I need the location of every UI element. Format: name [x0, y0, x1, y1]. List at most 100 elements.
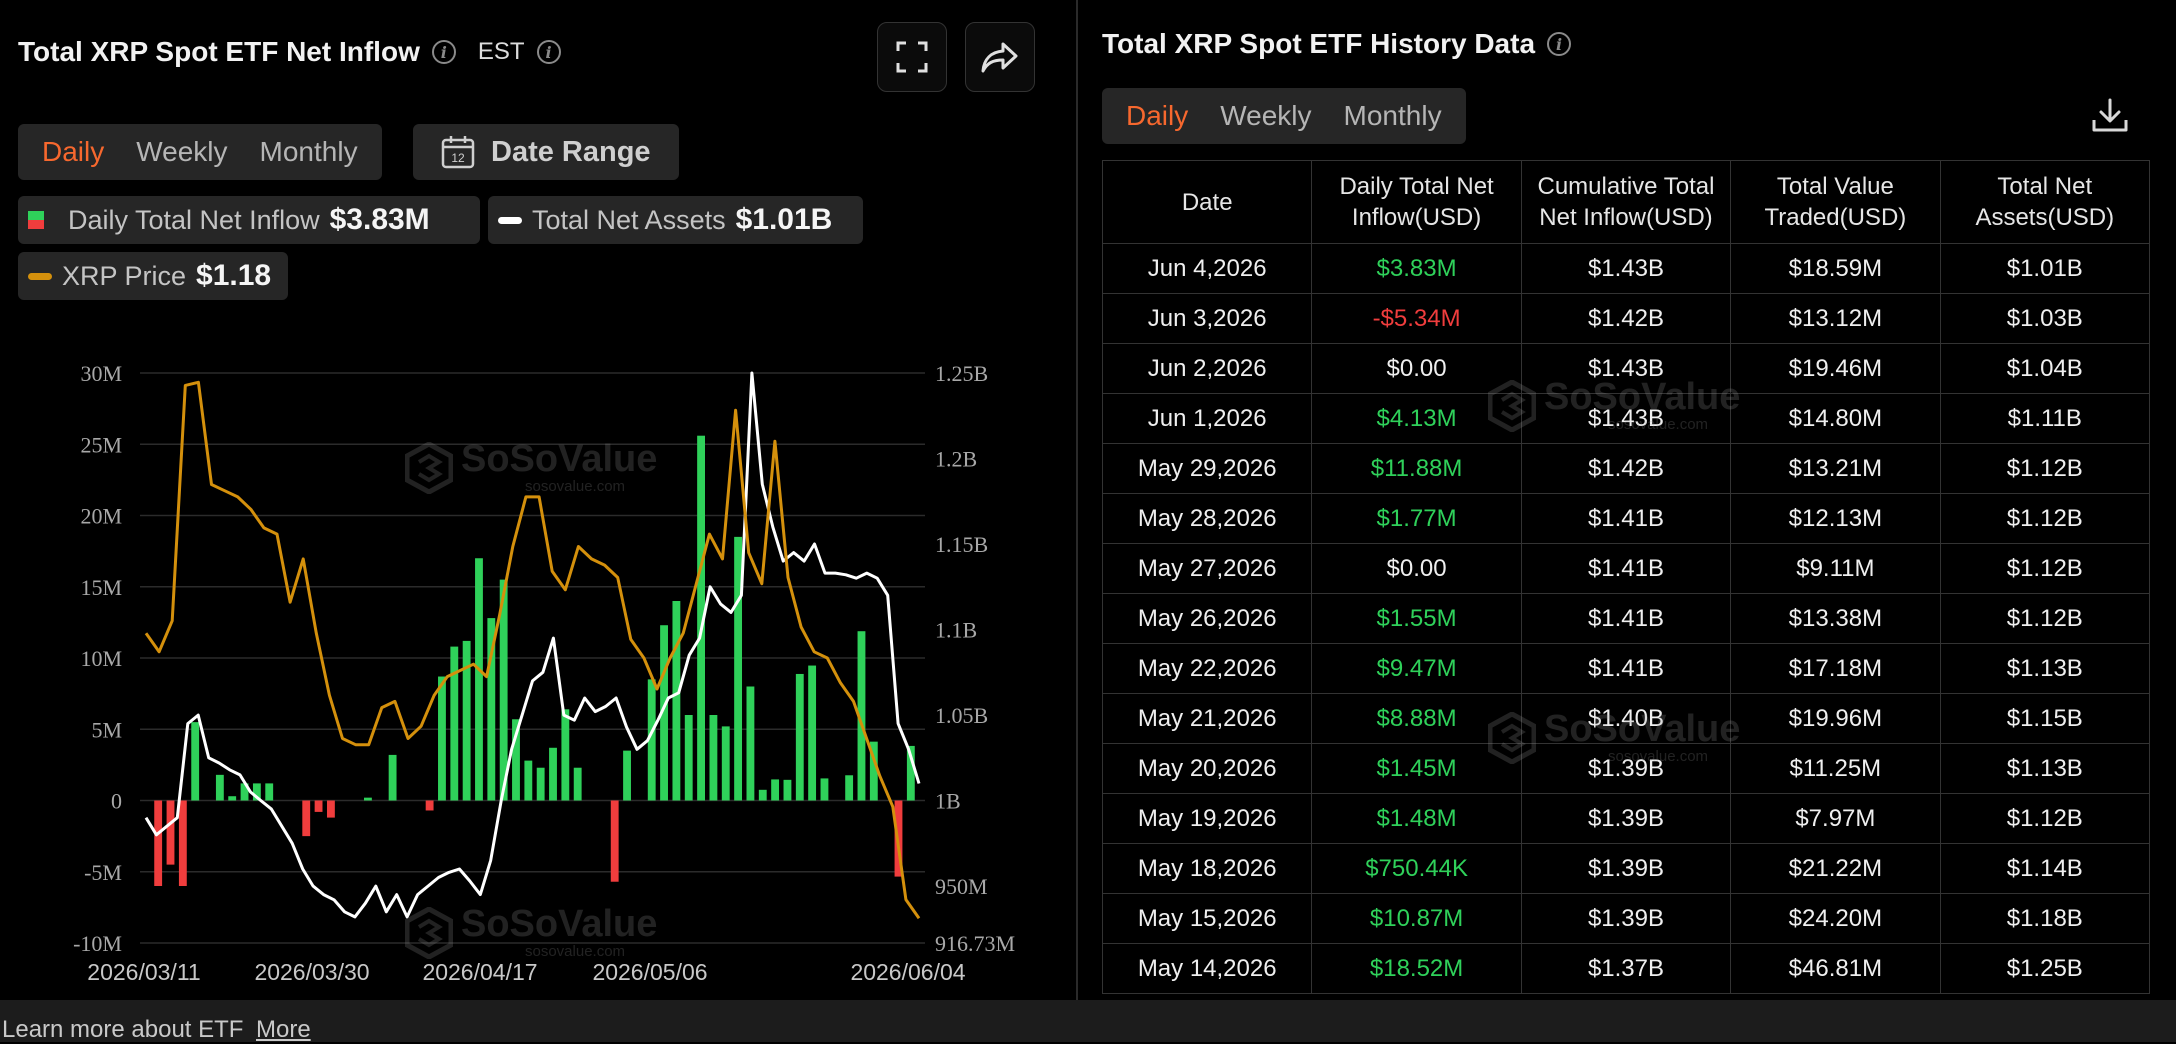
panel-divider [1076, 0, 1078, 1000]
footer-more-link[interactable]: More [256, 1016, 311, 1043]
history-info-icon[interactable]: i [1547, 32, 1572, 56]
cell-net-assets: $1.12B [1939, 793, 2151, 844]
col-value-traded[interactable]: Total Value Traded(USD) [1730, 160, 1941, 244]
cell-date: May 15,2026 [1102, 893, 1313, 944]
cell-net-assets: $1.04B [1939, 343, 2151, 394]
table-body: Jun 4,2026 $3.83M $1.43B $18.59M $1.01B Jun 3… [1102, 243, 2151, 994]
inflow-bar-positive [536, 767, 545, 801]
watermark-url: sosovalue.com [525, 478, 626, 495]
timezone-label: EST [477, 38, 525, 65]
inflow-bar-positive [697, 435, 705, 801]
history-table-container[interactable]: Date Daily Total Net Inflow(USD) Cumulat… [1102, 160, 2154, 1000]
inflow-bar-positive [252, 783, 261, 801]
cell-date: May 20,2026 [1102, 743, 1313, 794]
sosovalue-logo-icon [405, 906, 453, 959]
cell-daily-inflow: $18.52M [1311, 943, 1522, 994]
net-inflow-chart: 30M 25M 20M 15M 10M 5M 0 -5M -10M 1.25B 1.2B 1.15B 1… [73, 361, 1015, 985]
inflow-bar-positive [524, 760, 533, 801]
history-tab-daily[interactable]: Daily [1126, 100, 1189, 131]
fullscreen-icon [896, 41, 928, 73]
cell-net-assets: $1.12B [1939, 493, 2151, 544]
inflow-swatch-icon [28, 211, 44, 229]
cell-net-assets: $1.11B [1939, 393, 2151, 444]
tab-monthly[interactable]: Monthly [259, 136, 358, 167]
y-left-tick-label: -10M [73, 931, 122, 956]
inflow-bar-negative [610, 800, 619, 882]
inflow-bar-positive [857, 631, 866, 801]
cell-daily-inflow: $8.88M [1311, 693, 1522, 744]
inflow-bar-positive [228, 796, 237, 801]
cell-cumulative-inflow: $1.39B [1520, 893, 1732, 944]
y-left-tick-label: 20M [80, 504, 122, 529]
x-tick-label: 2026/03/11 [87, 959, 200, 985]
watermark: SoSoValue sosovalue.com [1488, 710, 1740, 765]
cell-value-traded: $12.13M [1730, 493, 1941, 544]
table-row[interactable]: May 19,2026 $1.48M $1.39B $7.97M $1.12B [1102, 793, 2151, 844]
table-row[interactable]: May 27,2026 $0.00 $1.41B $9.11M $1.12B [1102, 543, 2151, 594]
y-left-tick-label: 0 [111, 789, 122, 814]
legend-price[interactable]: XRP Price $1.18 [18, 252, 288, 300]
table-row[interactable]: Jun 1,2026 $4.13M $1.43B $14.80M $1.11B [1102, 393, 2151, 444]
y-left-tick-label: -5M [84, 860, 122, 885]
inflow-bar-positive [758, 789, 767, 801]
info-icon[interactable]: i [431, 40, 456, 64]
col-date[interactable]: Date [1102, 160, 1313, 244]
cell-value-traded: $24.20M [1730, 893, 1941, 944]
legend-inflow-label: Daily Total Net Inflow [68, 204, 320, 235]
y-right-tick-label: 1B [935, 789, 961, 814]
cell-daily-inflow: $10.87M [1311, 893, 1522, 944]
timezone-info-icon[interactable]: i [536, 40, 561, 64]
tab-weekly[interactable]: Weekly [136, 136, 228, 167]
inflow-bar-positive [808, 665, 817, 801]
table-row[interactable]: May 18,2026 $750.44K $1.39B $21.22M $1.14B [1102, 843, 2151, 894]
col-net-assets[interactable]: Total Net Assets(USD) [1939, 160, 2151, 244]
cell-date: Jun 4,2026 [1102, 243, 1313, 294]
legend-assets[interactable]: Total Net Assets $1.01B [488, 196, 863, 244]
inflow-bar-positive [660, 625, 668, 801]
inflow-bar-negative [425, 800, 434, 811]
date-range-button[interactable]: 12 Date Range [413, 124, 679, 180]
download-icon[interactable] [2090, 96, 2130, 136]
assets-line [144, 371, 921, 919]
y-left-tick-label: 5M [91, 717, 122, 742]
share-button[interactable] [965, 22, 1035, 92]
table-row[interactable]: May 15,2026 $10.87M $1.39B $24.20M $1.18B [1102, 893, 2151, 944]
cell-value-traded: $11.25M [1730, 743, 1941, 794]
table-row[interactable]: Jun 2,2026 $0.00 $1.43B $19.46M $1.04B [1102, 343, 2151, 394]
inflow-bar-positive [438, 676, 446, 801]
cell-daily-inflow: $0.00 [1311, 543, 1522, 594]
history-table: Date Daily Total Net Inflow(USD) Cumulat… [1102, 160, 2151, 994]
table-row[interactable]: May 14,2026 $18.52M $1.37B $46.81M $1.25B [1102, 943, 2151, 994]
table-row[interactable]: Jun 3,2026 -$5.34M $1.42B $13.12M $1.03B [1102, 293, 2151, 344]
watermark-name: SoSoValue [1544, 376, 1741, 418]
table-row[interactable]: May 21,2026 $8.88M $1.40B $19.96M $1.15B [1102, 693, 2151, 744]
table-row[interactable]: May 26,2026 $1.55M $1.41B $13.38M $1.12B [1102, 593, 2151, 644]
history-tab-monthly[interactable]: Monthly [1343, 100, 1442, 131]
x-tick-label: 2026/06/04 [850, 959, 965, 985]
cell-net-assets: $1.18B [1939, 893, 2151, 944]
footer-learn-more: Learn more about ETF [2, 1016, 244, 1043]
y-right-tick-label: 1.15B [935, 532, 988, 557]
table-row[interactable]: May 28,2026 $1.77M $1.41B $12.13M $1.12B [1102, 493, 2151, 544]
legend-inflow[interactable]: Daily Total Net Inflow $3.83M [18, 196, 480, 244]
col-daily-inflow[interactable]: Daily Total Net Inflow(USD) [1311, 160, 1522, 244]
col-cumulative-inflow[interactable]: Cumulative Total Net Inflow(USD) [1520, 160, 1732, 244]
tab-daily[interactable]: Daily [42, 136, 105, 167]
cell-value-traded: $7.97M [1730, 793, 1941, 844]
inflow-bar-positive [215, 774, 224, 801]
fullscreen-button[interactable] [877, 22, 947, 92]
inflow-bar-positive [906, 745, 915, 801]
table-row[interactable]: May 29,2026 $11.88M $1.42B $13.21M $1.12B [1102, 443, 2151, 494]
cell-net-assets: $1.25B [1939, 943, 2151, 994]
inflow-bar-positive [450, 646, 459, 801]
cell-cumulative-inflow: $1.42B [1520, 293, 1732, 344]
inflow-bar-positive [265, 783, 274, 801]
table-row[interactable]: Jun 4,2026 $3.83M $1.43B $18.59M $1.01B [1102, 243, 2151, 294]
cell-daily-inflow: $11.88M [1311, 443, 1522, 494]
share-icon [981, 42, 1018, 73]
cell-net-assets: $1.13B [1939, 643, 2151, 694]
cell-value-traded: $17.18M [1730, 643, 1941, 694]
table-row[interactable]: May 22,2026 $9.47M $1.41B $17.18M $1.13B [1102, 643, 2151, 694]
watermark-name: SoSoValue [461, 903, 658, 945]
history-tab-weekly[interactable]: Weekly [1220, 100, 1312, 131]
